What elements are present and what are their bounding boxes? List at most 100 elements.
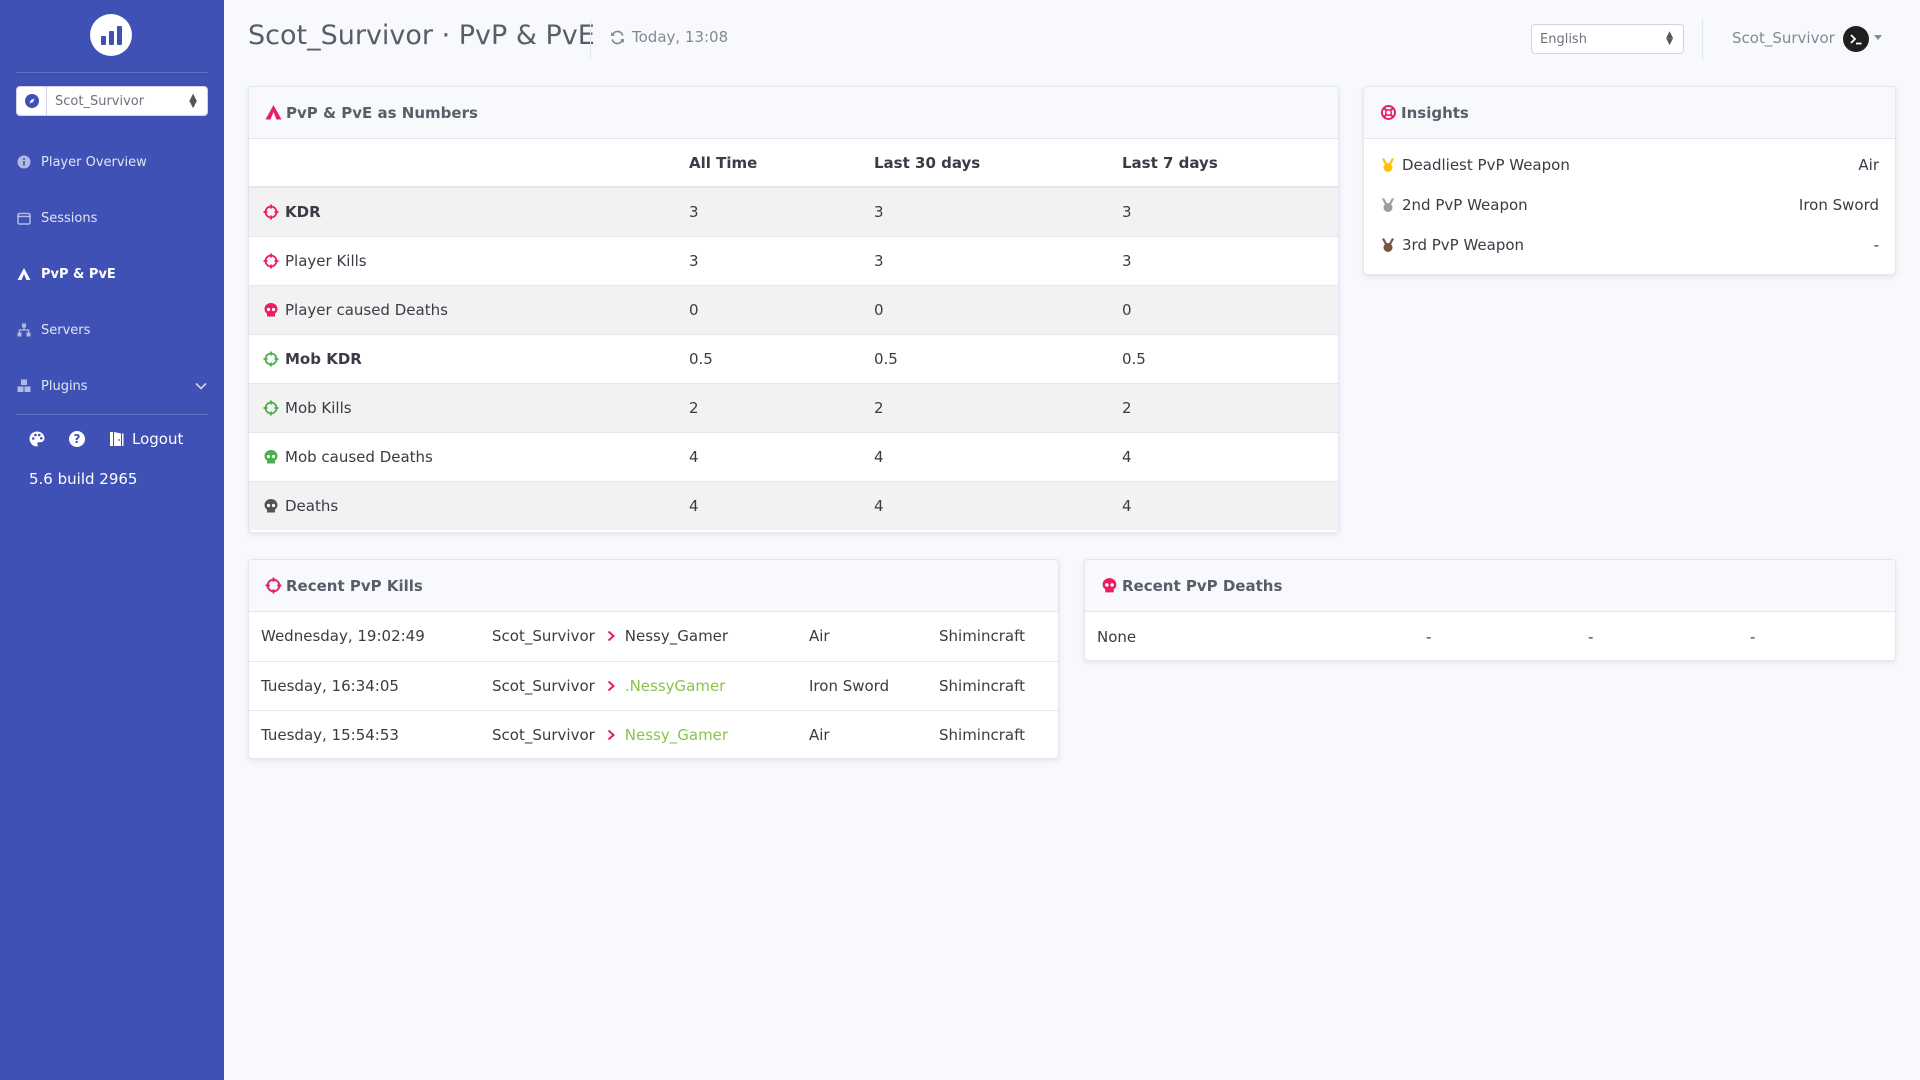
column-header	[249, 139, 689, 188]
numbers-card: PvP & PvE as Numbers All Time Last 30 da…	[248, 86, 1339, 533]
cell-value: 4	[1122, 431, 1338, 481]
table-row: Mob caused Deaths 4 4 4	[249, 431, 1338, 481]
killer-name[interactable]: Scot_Survivor	[492, 627, 595, 646]
kill-server: Shimincraft	[939, 660, 1058, 710]
table-row: Mob KDR 0.5 0.5 0.5	[249, 333, 1338, 383]
skull-icon	[264, 449, 278, 463]
recent-deaths-header: Recent PvP Deaths	[1085, 560, 1895, 612]
nav-label: Servers	[41, 322, 91, 338]
user-avatar[interactable]	[1843, 26, 1869, 52]
table-row: Tuesday, 16:34:05 Scot_Survivor .NessyGam…	[249, 660, 1058, 710]
kill-server: Shimincraft	[939, 709, 1058, 758]
nav-sessions[interactable]: Sessions	[17, 208, 97, 228]
cell-value: 4	[874, 431, 1122, 481]
kill-weapon: Iron Sword	[809, 660, 939, 710]
nav-label: PvP & PvE	[41, 266, 116, 282]
row-label: Deaths	[285, 496, 339, 515]
death-cell: -	[1426, 627, 1432, 646]
nav-plugins[interactable]: Plugins	[17, 376, 207, 396]
insights-card-title: Insights	[1401, 103, 1469, 122]
cell-value: 3	[689, 235, 874, 285]
victim-name[interactable]: Nessy_Gamer	[624, 627, 729, 646]
logout-button[interactable]: Logout	[108, 430, 183, 448]
victim-name[interactable]: Nessy_Gamer	[624, 725, 729, 744]
crosshairs-icon	[263, 351, 279, 366]
insight-row: 2nd PvP Weapon Iron Sword	[1364, 185, 1895, 225]
cell-value: 0	[874, 284, 1122, 334]
chevron-right-icon	[607, 680, 615, 691]
sidebar-divider	[16, 72, 208, 73]
cell-value: 3	[689, 186, 874, 236]
medal-icon	[1382, 237, 1394, 252]
insight-value: Iron Sword	[1798, 196, 1879, 214]
recent-deaths-table: None - - -	[1085, 612, 1895, 660]
death-cell: -	[1588, 627, 1594, 646]
death-cell: None	[1097, 627, 1137, 646]
language-value: English	[1540, 31, 1587, 47]
table-row: None - - -	[1085, 612, 1895, 660]
killer-name[interactable]: Scot_Survivor	[492, 725, 595, 744]
insight-label: 2nd PvP Weapon	[1402, 196, 1528, 214]
crosshairs-icon	[263, 400, 279, 415]
refresh-time: Today, 13:08	[632, 28, 729, 46]
numbers-card-title: PvP & PvE as Numbers	[286, 103, 478, 122]
insight-value: -	[1873, 236, 1879, 254]
crosshairs-icon	[263, 204, 279, 220]
plan-logo-icon[interactable]	[90, 14, 132, 56]
row-label: Player Kills	[285, 251, 367, 270]
table-row: Deaths 4 4 4	[249, 480, 1338, 530]
row-label: Mob caused Deaths	[285, 447, 433, 466]
killer-name[interactable]: Scot_Survivor	[492, 676, 595, 695]
kill-weapon: Air	[809, 627, 830, 646]
kill-date: Tuesday, 15:54:53	[249, 709, 492, 758]
caret-down-icon[interactable]	[1874, 35, 1882, 40]
cell-value: 2	[689, 382, 874, 432]
language-select[interactable]: English ▲ ▼	[1531, 24, 1684, 54]
table-row: Mob Kills 2 2 2	[249, 382, 1338, 432]
terminal-icon	[1850, 34, 1862, 45]
help-icon[interactable]: ?	[68, 430, 86, 448]
insight-label: 3rd PvP Weapon	[1402, 236, 1525, 254]
table-row: Player Kills 3 3 3	[249, 235, 1338, 285]
logout-label: Logout	[132, 430, 184, 448]
sidebar: Scot_Survivor ▲ ▼ Player Overview Session…	[0, 0, 224, 1080]
kill-date: Tuesday, 16:34:05	[249, 660, 492, 710]
player-select[interactable]: Scot_Survivor ▲ ▼	[16, 86, 208, 116]
compass-icon	[17, 87, 47, 115]
palette-icon[interactable]	[28, 430, 46, 448]
insight-row: 3rd PvP Weapon -	[1364, 225, 1895, 265]
refresh-icon	[610, 30, 625, 44]
row-label: KDR	[285, 202, 321, 221]
insight-label: Deadliest PvP Weapon	[1402, 156, 1570, 174]
table-row: Player caused Deaths 0 0 0	[249, 284, 1338, 334]
table-row: Wednesday, 19:02:49 Scot_Survivor Nessy_G…	[249, 612, 1058, 661]
cell-value: 4	[1122, 480, 1338, 530]
page-title: Scot_Survivor · PvP & PvE	[248, 20, 595, 51]
medal-icon	[1382, 157, 1394, 172]
info-circle-icon	[17, 155, 31, 169]
life-ring-icon	[1381, 105, 1396, 120]
numbers-table: All Time Last 30 days Last 7 days KDR 3 …	[249, 139, 1338, 530]
cell-value: 4	[689, 480, 874, 530]
nav-pvp-pve[interactable]: PvP & PvE	[17, 264, 116, 284]
recent-deaths-title: Recent PvP Deaths	[1122, 576, 1283, 595]
insights-card-header: Insights	[1364, 87, 1895, 139]
nav-player-overview[interactable]: Player Overview	[17, 152, 147, 172]
cell-value: 2	[874, 382, 1122, 432]
player-select-value: Scot_Survivor	[55, 93, 145, 109]
recent-kills-card: Recent PvP Kills Wednesday, 19:02:49 Sco…	[248, 559, 1059, 759]
sidebar-divider	[16, 414, 208, 415]
cell-value: 3	[1122, 186, 1338, 236]
nav-servers[interactable]: Servers	[17, 320, 90, 340]
select-arrows-icon: ▲ ▼	[189, 92, 197, 110]
svg-text:?: ?	[74, 432, 81, 446]
victim-name[interactable]: .NessyGamer	[624, 676, 726, 695]
cell-value: 0	[1122, 284, 1338, 334]
select-arrows-icon: ▲ ▼	[1666, 30, 1673, 47]
user-name[interactable]: Scot_Survivor	[1732, 29, 1835, 47]
network-icon	[17, 323, 31, 337]
refresh-button[interactable]: Today, 13:08	[610, 28, 728, 46]
campground-icon	[265, 105, 282, 120]
column-header: Last 7 days	[1122, 139, 1338, 188]
nav-label: Player Overview	[41, 154, 147, 170]
